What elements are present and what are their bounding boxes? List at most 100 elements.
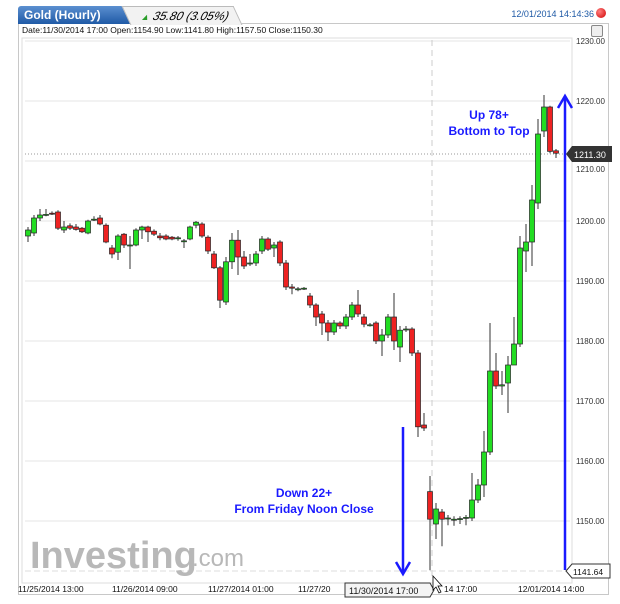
- candle-body: [325, 322, 331, 333]
- candle: [511, 317, 517, 366]
- candle-body: [229, 239, 235, 263]
- candle: [265, 237, 271, 251]
- candle: [25, 227, 31, 242]
- timestamp: 12/01/2014 14:14:36: [511, 9, 594, 19]
- candle: [211, 251, 217, 269]
- candle-body: [181, 240, 187, 243]
- candle: [343, 314, 349, 329]
- annotation-down-line2: From Friday Noon Close: [234, 502, 374, 516]
- candle-body: [337, 322, 343, 327]
- candle-body: [319, 313, 325, 324]
- candle-body: [31, 217, 37, 234]
- candle-body: [55, 211, 61, 229]
- candle: [421, 413, 427, 431]
- candle: [337, 321, 343, 329]
- candle-body: [43, 214, 49, 216]
- candle-body: [343, 316, 349, 327]
- annotation-up-line1: Up 78+: [469, 108, 509, 122]
- candle: [367, 323, 373, 327]
- candle: [271, 242, 277, 257]
- y-tick: 1180.00: [576, 337, 605, 346]
- candle: [379, 329, 385, 356]
- record-dot-icon[interactable]: [596, 8, 606, 18]
- logo-suffix: .com: [192, 545, 244, 572]
- candle: [451, 516, 457, 526]
- candle: [547, 105, 553, 154]
- candle: [49, 211, 55, 215]
- candle: [61, 221, 67, 233]
- logo-text: Investing: [30, 535, 197, 577]
- candle: [439, 509, 445, 547]
- candle: [331, 320, 337, 335]
- candle: [31, 215, 37, 236]
- candle: [463, 515, 469, 526]
- candle-body: [331, 322, 337, 333]
- candle-body: [61, 226, 67, 231]
- candle: [499, 371, 505, 395]
- candle: [205, 235, 211, 254]
- candle: [67, 223, 73, 230]
- low-price-badge: 1141.64: [565, 563, 611, 579]
- instrument-title: Gold (Hourly): [24, 8, 101, 22]
- minimize-button[interactable]: [591, 25, 603, 37]
- candle-body: [283, 262, 289, 288]
- y-tick: 1170.00: [576, 397, 605, 406]
- candle-body: [37, 214, 43, 219]
- candle: [397, 326, 403, 362]
- candle: [475, 479, 481, 503]
- candle-body: [265, 238, 271, 250]
- candle: [157, 233, 163, 241]
- down-arrow: [394, 427, 412, 577]
- candle: [391, 293, 397, 350]
- candle: [181, 239, 187, 248]
- candle-body: [223, 261, 229, 303]
- candle-body: [349, 304, 355, 318]
- candle: [97, 215, 103, 226]
- candle-body: [133, 229, 139, 246]
- candle: [385, 314, 391, 338]
- candle-body: [139, 226, 145, 231]
- candle-body: [127, 244, 133, 247]
- candle: [349, 302, 355, 320]
- candle-body: [391, 316, 397, 342]
- candle-body: [475, 484, 481, 501]
- candle-body: [271, 244, 277, 249]
- candle: [553, 149, 559, 158]
- candle: [361, 314, 367, 328]
- candle: [37, 209, 43, 221]
- candle-body: [301, 287, 307, 290]
- candle: [145, 225, 151, 242]
- candle-body: [289, 286, 295, 289]
- candle: [283, 260, 289, 290]
- candle-body: [469, 499, 475, 519]
- candle-body: [457, 518, 463, 520]
- x-tick: 11/27/20: [298, 584, 331, 594]
- x-tick: 14 17:00: [444, 584, 477, 594]
- candle-body: [115, 235, 121, 253]
- candle-body: [397, 329, 403, 348]
- candle: [73, 224, 79, 231]
- candle-body: [451, 518, 457, 521]
- candle-body: [439, 511, 445, 520]
- candle: [217, 266, 223, 308]
- svg-text:1141.64: 1141.64: [573, 567, 603, 577]
- candle: [289, 284, 295, 295]
- y-tick: 1210.00: [576, 165, 605, 174]
- candle-body: [247, 262, 253, 265]
- candle-body: [49, 212, 55, 215]
- candle-body: [175, 237, 181, 240]
- tab-instrument[interactable]: Gold (Hourly): [18, 6, 144, 24]
- annotation-up-line2: Bottom to Top: [448, 124, 529, 138]
- candle: [295, 287, 301, 292]
- candle: [529, 185, 535, 266]
- candle: [241, 251, 247, 269]
- y-tick: 1220.00: [576, 97, 605, 106]
- svg-text:1211.30: 1211.30: [574, 150, 606, 160]
- candle: [481, 431, 487, 497]
- candle: [535, 119, 541, 209]
- candle: [487, 323, 493, 455]
- candle-body: [199, 223, 205, 237]
- candle-body: [361, 316, 367, 325]
- candle-body: [499, 384, 505, 387]
